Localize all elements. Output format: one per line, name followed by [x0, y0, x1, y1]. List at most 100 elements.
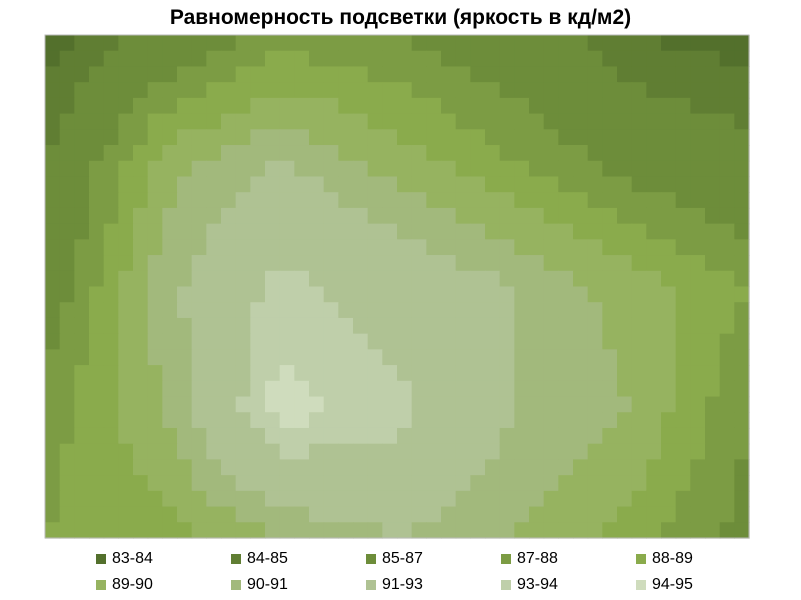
contour-cell [573, 365, 589, 382]
contour-cell [338, 239, 354, 256]
contour-cell [147, 412, 163, 429]
contour-cell [367, 223, 383, 240]
contour-cell [309, 333, 325, 350]
contour-cell [353, 365, 369, 382]
contour-cell [499, 160, 515, 178]
contour-cell [411, 207, 427, 225]
contour-cell [690, 223, 706, 240]
contour-cell [675, 286, 691, 303]
contour-cell [133, 35, 149, 52]
contour-cell [558, 317, 574, 335]
contour-cell [441, 522, 457, 539]
contour-cell [206, 333, 222, 350]
contour-cell [118, 333, 134, 350]
contour-cell [250, 239, 266, 256]
contour-cell [617, 349, 633, 366]
contour-cell [441, 286, 457, 303]
contour-cell [690, 380, 706, 398]
plot-area-border [44, 34, 750, 539]
contour-cell [646, 333, 662, 350]
contour-cell [617, 255, 633, 272]
contour-cell [353, 97, 369, 115]
contour-cell [235, 270, 251, 288]
contour-cell [397, 145, 413, 162]
contour-cell [719, 160, 735, 178]
contour-cell [250, 302, 266, 319]
contour-cell [529, 412, 545, 429]
contour-cell [162, 506, 178, 523]
contour-cell [529, 317, 545, 335]
contour-cell [59, 475, 75, 492]
contour-cell [470, 82, 486, 99]
contour-cell [426, 317, 442, 335]
contour-cell [118, 255, 134, 272]
contour-cell [690, 97, 706, 115]
contour-cell [103, 475, 119, 492]
contour-cell [719, 176, 735, 193]
contour-cell [573, 490, 589, 508]
contour-cell [734, 97, 750, 115]
contour-cell [221, 302, 237, 319]
contour-cell [133, 302, 149, 319]
contour-cell [661, 365, 677, 382]
contour-cell [353, 506, 369, 523]
contour-cell [470, 459, 486, 476]
contour-cell [661, 286, 677, 303]
contour-cell [367, 255, 383, 272]
contour-cell [675, 97, 691, 115]
contour-cell [558, 207, 574, 225]
contour-cell [59, 459, 75, 476]
contour-cell [74, 522, 90, 539]
contour-cell [617, 459, 633, 476]
contour-cell [221, 522, 237, 539]
contour-cell [279, 50, 295, 68]
contour-cell [485, 333, 501, 350]
contour-cell [455, 302, 471, 319]
contour-cell [265, 239, 281, 256]
contour-cell [279, 97, 295, 115]
contour-cell [279, 286, 295, 303]
contour-cell [719, 412, 735, 429]
contour-cell [45, 506, 61, 523]
contour-cell [382, 270, 398, 288]
contour-cell [103, 270, 119, 288]
contour-cell [602, 160, 618, 178]
contour-cell [573, 302, 589, 319]
contour-cell [646, 223, 662, 240]
contour-cell [602, 317, 618, 335]
contour-cell [397, 365, 413, 382]
contour-cell [103, 302, 119, 319]
contour-cell [221, 459, 237, 476]
contour-cell [265, 490, 281, 508]
contour-cell [221, 50, 237, 68]
contour-cell [719, 396, 735, 413]
contour-cell [631, 82, 647, 99]
contour-cell [177, 97, 193, 115]
contour-cell [690, 145, 706, 162]
contour-cell [514, 82, 530, 99]
contour-cell [617, 506, 633, 523]
contour-cell [719, 97, 735, 115]
contour-cell [191, 412, 207, 429]
contour-cell [675, 82, 691, 99]
contour-cell [353, 490, 369, 508]
contour-cell [543, 97, 559, 115]
contour-cell [279, 365, 295, 382]
contour-cell [543, 317, 559, 335]
contour-cell [455, 475, 471, 492]
contour-cell [265, 192, 281, 209]
contour-cell [250, 475, 266, 492]
contour-cell [177, 286, 193, 303]
contour-cell [309, 380, 325, 398]
contour-cell [367, 475, 383, 492]
contour-cell [441, 255, 457, 272]
contour-cell [529, 66, 545, 83]
contour-cell [103, 522, 119, 539]
contour-cell [455, 97, 471, 115]
contour-cell [323, 490, 339, 508]
contour-cell [353, 349, 369, 366]
contour-cell [734, 113, 750, 130]
contour-cell [499, 82, 515, 99]
contour-cell [587, 349, 603, 366]
contour-cell [235, 145, 251, 162]
